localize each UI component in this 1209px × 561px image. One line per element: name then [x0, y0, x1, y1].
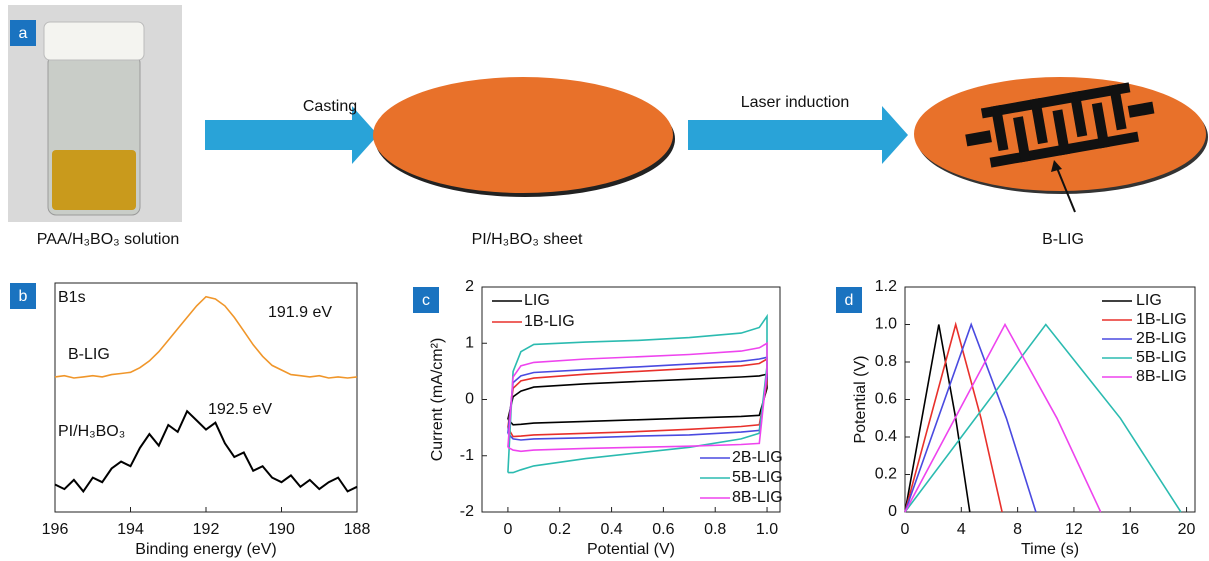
y-tick-label: -1 [460, 447, 474, 464]
pad [1127, 101, 1155, 118]
caption: PI/H₃BO₃ sheet [472, 231, 583, 248]
step-label: Casting [303, 98, 357, 115]
x-tick-label: 0.2 [549, 521, 571, 538]
x-tick-label: 192 [193, 521, 220, 538]
series-line [904, 324, 971, 513]
y-tick-label: 1 [465, 334, 474, 351]
series-line [904, 322, 1102, 513]
finger [1108, 84, 1127, 131]
x-tick-label: 194 [117, 521, 144, 538]
panel-label-box [836, 287, 862, 313]
x-tick-label: 20 [1178, 521, 1196, 538]
finger [1052, 109, 1071, 156]
panel-label: a [19, 25, 28, 42]
x-tick-label: 0.6 [652, 521, 674, 538]
x-tick-label: 4 [957, 521, 966, 538]
legend-label: 2B-LIG [1136, 330, 1187, 347]
x-tick-label: 188 [344, 521, 371, 538]
panel-label-box [10, 20, 36, 46]
y-tick-label: 1.0 [875, 316, 897, 333]
panel-label: b [19, 288, 28, 305]
finger [1069, 91, 1088, 138]
x-tick-label: 0 [503, 521, 512, 538]
cap [43, 21, 145, 61]
panel-label-box [413, 287, 439, 313]
x-tick-label: 0.8 [704, 521, 726, 538]
series-line [904, 323, 1182, 513]
arrow [688, 106, 908, 164]
y-tick-label: 0.6 [875, 391, 897, 408]
x-axis-label: Binding energy (eV) [135, 541, 276, 558]
arrow [205, 106, 378, 164]
y-tick-label: 0.8 [875, 353, 897, 370]
series-label: PI/H₃BO₃ [58, 423, 125, 440]
pointer [1056, 167, 1076, 213]
electrode [980, 82, 1131, 119]
liquid [52, 150, 136, 210]
finger [990, 105, 1009, 152]
x-tick-label: 190 [268, 521, 295, 538]
y-tick-label: 1.2 [875, 278, 897, 295]
y-tick-label: 2 [465, 278, 474, 295]
legend-label: LIG [1136, 292, 1162, 309]
finger [1091, 102, 1110, 149]
series-line [507, 313, 768, 474]
series-line [54, 295, 358, 379]
series-line [507, 357, 768, 438]
legend-label: 8B-LIG [732, 489, 783, 506]
finger [1013, 116, 1031, 163]
annotation: 192.5 eV [208, 401, 272, 418]
pad [965, 130, 992, 147]
y-tick-label: -2 [460, 503, 474, 520]
x-tick-label: 8 [1013, 521, 1022, 538]
finger [1030, 98, 1048, 145]
pointer-head [1051, 160, 1062, 172]
legend-label: 1B-LIG [524, 313, 575, 330]
x-tick-label: 0.4 [600, 521, 622, 538]
x-axis-label: Time (s) [1021, 541, 1079, 558]
y-axis-label: Potential (V) [852, 355, 869, 443]
series-line [904, 322, 1037, 513]
legend-label: 2B-LIG [732, 449, 783, 466]
x-tick-label: 1.0 [756, 521, 778, 538]
x-tick-label: 0 [901, 521, 910, 538]
legend-label: 5B-LIG [732, 469, 783, 486]
legend-label: 5B-LIG [1136, 349, 1187, 366]
caption: PAA/H₃BO₃ solution [37, 231, 180, 248]
y-tick-label: 0 [888, 503, 897, 520]
step-label: Laser induction [741, 94, 850, 111]
caption: B-LIG [1042, 231, 1084, 248]
x-tick-label: 12 [1065, 521, 1083, 538]
y-tick-label: 0 [465, 391, 474, 408]
series-line [507, 341, 768, 453]
annotation: 191.9 eV [268, 304, 332, 321]
legend-label: 1B-LIG [1136, 311, 1187, 328]
sheet [373, 77, 673, 193]
y-tick-label: 0.2 [875, 466, 897, 483]
electrode-pattern [965, 82, 1155, 168]
panel-label: d [845, 292, 854, 309]
legend-label: 8B-LIG [1136, 368, 1187, 385]
panel-label-box [10, 283, 36, 309]
y-tick-label: 0.4 [875, 428, 897, 445]
series-line [507, 373, 768, 426]
x-tick-label: 16 [1121, 521, 1139, 538]
annotation: B1s [58, 289, 86, 306]
y-axis-label: Current (mA/cm²) [429, 338, 446, 462]
legend-label: LIG [524, 292, 550, 309]
x-tick-label: 196 [42, 521, 69, 538]
series-label: B-LIG [68, 346, 110, 363]
series-line [904, 321, 1003, 513]
series-line [54, 409, 358, 494]
panel-label: c [422, 292, 430, 309]
x-axis-label: Potential (V) [587, 541, 675, 558]
